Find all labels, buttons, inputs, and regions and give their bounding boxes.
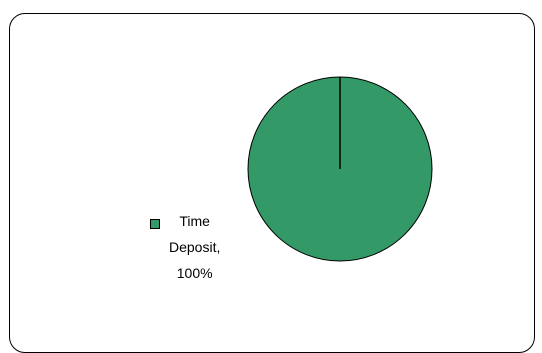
legend-swatch [150,219,160,229]
pie-chart [247,76,433,262]
legend: Time Deposit, 100% [150,213,260,286]
legend-label-line-2: Deposit, [169,239,221,255]
legend-label-line-3: 100% [176,265,213,281]
legend-label-line-1: Time [179,213,210,229]
legend-item-time-deposit: Time Deposit, 100% [150,213,260,286]
legend-label: Time Deposit, 100% [169,208,220,286]
